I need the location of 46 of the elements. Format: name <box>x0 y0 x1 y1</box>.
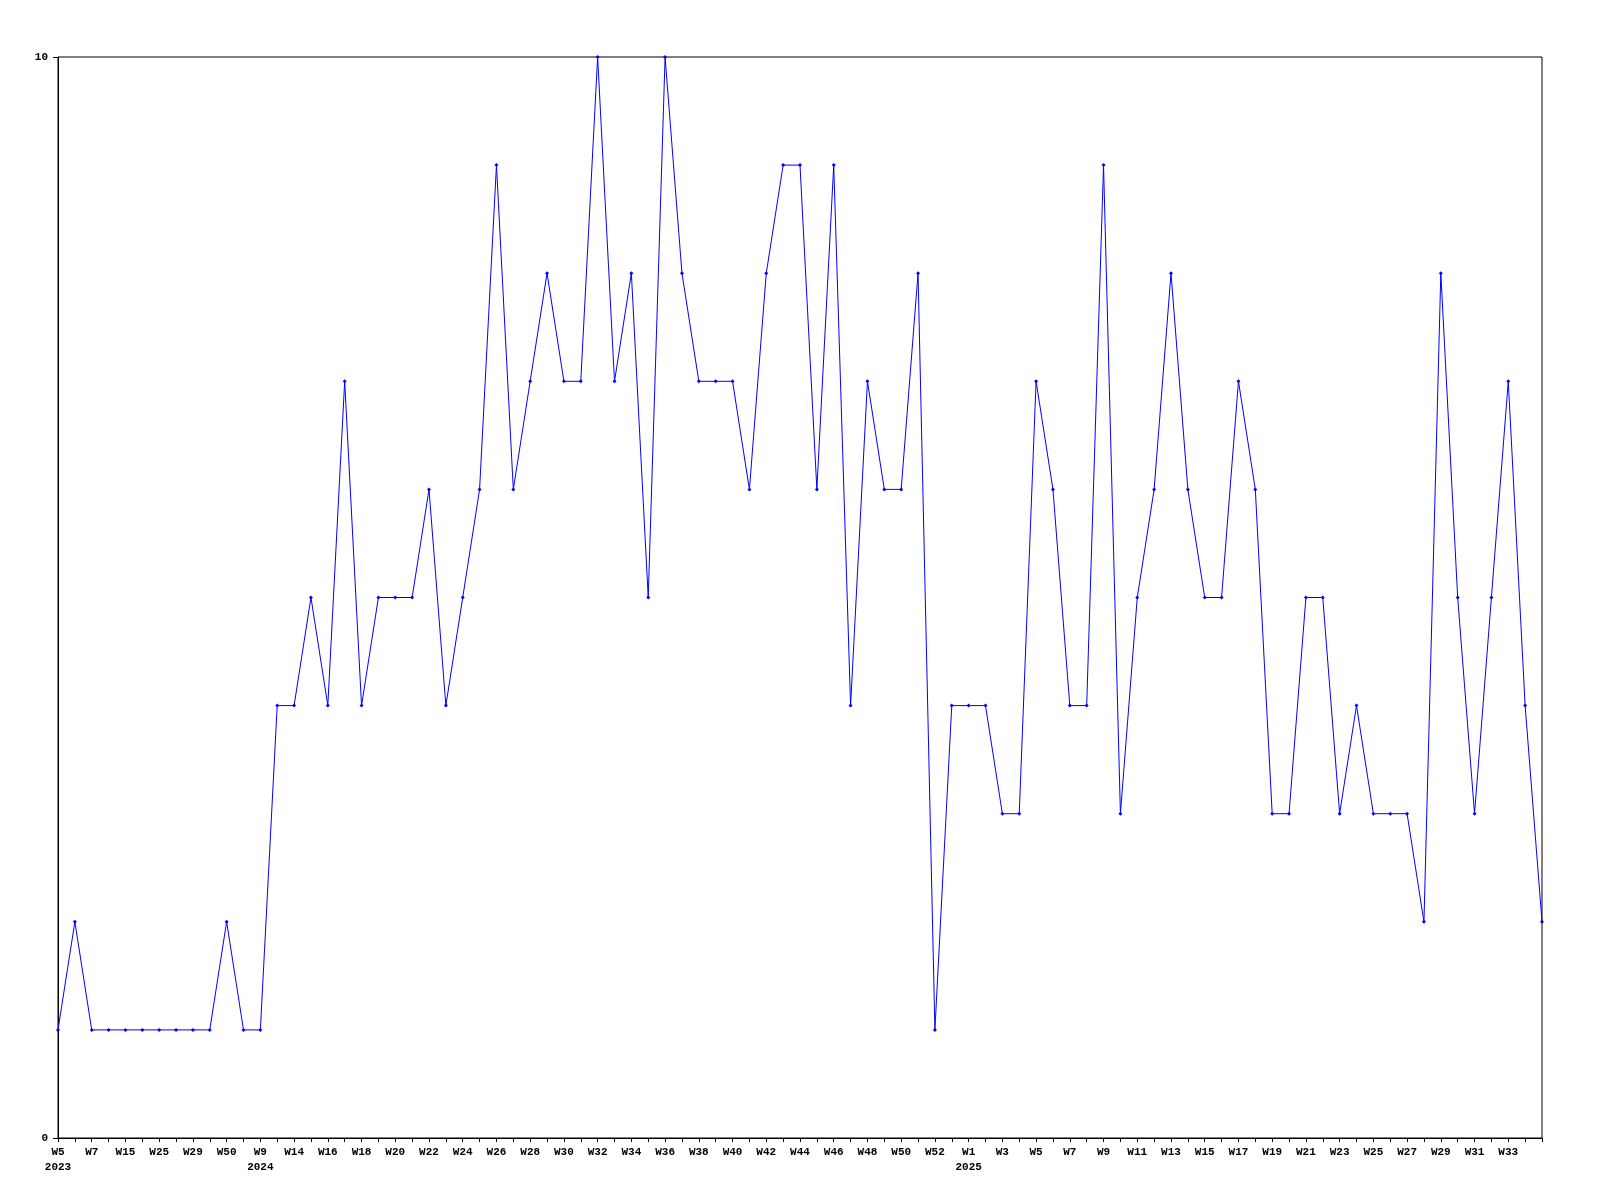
x-tick-label: W11 <box>1127 1145 1148 1158</box>
x-tick-label: W33 <box>1498 1145 1519 1158</box>
x-tick-label: W38 <box>688 1145 710 1158</box>
x-tick-label: W40 <box>722 1145 743 1158</box>
x-tick-label: W14 <box>284 1145 305 1158</box>
x-tick-label: W25 <box>149 1145 170 1158</box>
x-tick-label: W17 <box>1228 1145 1249 1158</box>
x-tick-label: W21 <box>1296 1145 1317 1158</box>
x-tick-label: W7 <box>1063 1145 1077 1158</box>
x-tick-label: W5 <box>1029 1145 1044 1158</box>
x-tick-label: W52 <box>925 1145 945 1158</box>
x-tick-label: W28 <box>520 1145 541 1158</box>
x-tick-label: W26 <box>486 1145 507 1158</box>
x-tick-label: W16 <box>317 1145 338 1158</box>
x-tick-label: W50 <box>891 1145 912 1158</box>
x-tick-label: W50 <box>216 1145 237 1158</box>
x-tick-label: W29 <box>183 1145 203 1158</box>
x-tick-label: W46 <box>823 1145 844 1158</box>
x-tick-label: W13 <box>1161 1145 1182 1158</box>
x-tick-label: W34 <box>621 1145 642 1158</box>
x-tick-label: W20 <box>385 1145 406 1158</box>
x-tick-label: W3 <box>995 1145 1010 1158</box>
x-tick-label: W24 <box>452 1145 474 1158</box>
x-tick-label: W9 <box>1096 1145 1111 1158</box>
x-tick-label: W9 2024 <box>247 1145 274 1173</box>
x-tick-label: W15 <box>115 1145 136 1158</box>
x-tick-label: W23 <box>1329 1145 1350 1158</box>
x-tick-label: W32 <box>587 1145 608 1158</box>
x-tick-label: W29 <box>1430 1145 1451 1158</box>
x-tick-label: W18 <box>351 1145 372 1158</box>
x-tick-label: W25 <box>1363 1145 1384 1158</box>
x-tick-label: W42 <box>756 1145 777 1158</box>
x-tick-label: W19 <box>1262 1145 1283 1158</box>
y-tick-label: 0 <box>41 1132 48 1144</box>
x-tick-label: W7 <box>85 1145 99 1158</box>
x-tick-label: W44 <box>790 1145 811 1158</box>
x-tick-label: W22 <box>419 1145 439 1158</box>
x-tick-label: W27 <box>1397 1145 1417 1158</box>
x-tick-label: W31 <box>1464 1145 1485 1158</box>
x-tick-label: W48 <box>857 1145 878 1158</box>
x-tick-label: W1 2025 <box>955 1145 983 1173</box>
x-tick-label: W30 <box>554 1145 574 1158</box>
x-tick-label: W36 <box>655 1145 675 1158</box>
x-tick-label: W5 2023 <box>44 1145 72 1173</box>
x-tick-label: W15 <box>1194 1145 1216 1158</box>
y-tick-label: 10 <box>34 51 48 63</box>
